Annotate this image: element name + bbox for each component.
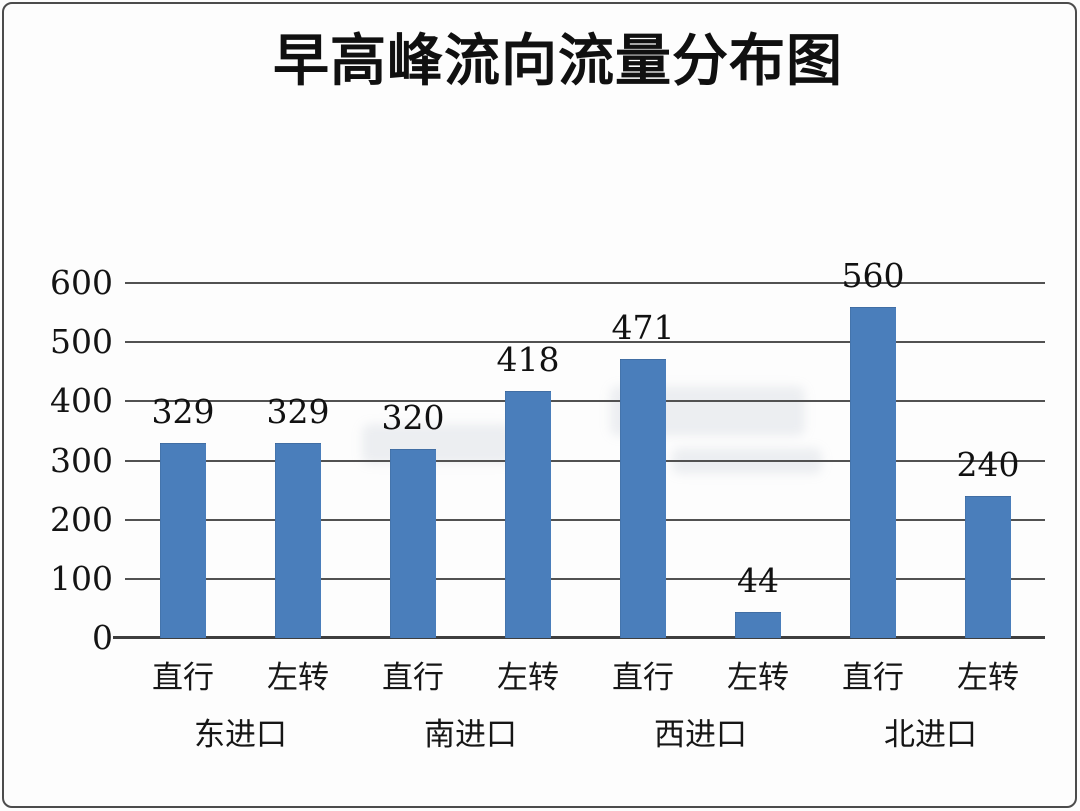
bar-东进口-左转	[275, 443, 321, 638]
plot-area: 0 100 200 300 400 500 600 329 直行 329 左转 320 直行 418 左转 4…	[50, 257, 1045, 753]
gridline-100	[125, 577, 1045, 580]
gridline-500	[125, 341, 1045, 344]
bar-南进口-左转	[505, 390, 551, 638]
bar-value-label: 329	[266, 392, 330, 432]
bar-北进口-左转	[965, 496, 1011, 638]
gridline-300	[125, 459, 1045, 462]
group-label-东进口: 东进口	[194, 717, 287, 753]
bar-value-label: 320	[381, 397, 445, 437]
x-axis-line	[113, 636, 1045, 639]
watermark	[362, 424, 512, 464]
x-axis-tick-label: 直行	[152, 660, 214, 696]
bar-东进口-直行	[160, 443, 206, 638]
gridline-200	[125, 518, 1045, 521]
y-axis-tick-label: 100	[50, 558, 113, 598]
bar-value-label: 560	[841, 255, 905, 295]
chart-title: 早高峰流向流量分布图	[273, 28, 843, 94]
bar-value-label: 471	[611, 308, 675, 348]
x-axis-tick-label: 左转	[727, 660, 789, 696]
group-label-西进口: 西进口	[654, 717, 747, 753]
y-axis-tick-label: 500	[50, 322, 113, 362]
y-axis-tick-label: 200	[50, 499, 113, 539]
bar-西进口-直行	[620, 359, 666, 638]
bar-value-label: 44	[737, 560, 779, 600]
group-label-南进口: 南进口	[424, 717, 517, 753]
bar-北进口-直行	[850, 306, 896, 638]
x-axis-tick-label: 直行	[382, 660, 444, 696]
gridline-600	[125, 282, 1045, 284]
bar-value-label: 329	[151, 392, 215, 432]
x-axis-tick-label: 左转	[497, 660, 559, 696]
y-axis-tick-label: 400	[50, 381, 113, 421]
y-axis-tick-label: 300	[50, 440, 113, 480]
gridline-400	[125, 400, 1045, 403]
bar-南进口-直行	[390, 448, 436, 638]
bar-西进口-左转	[735, 611, 781, 638]
x-axis-tick-label: 直行	[842, 660, 904, 696]
y-axis-tick-label: 600	[50, 263, 113, 302]
bar-value-label: 418	[496, 339, 560, 379]
group-label-北进口: 北进口	[884, 717, 977, 753]
x-axis-tick-label: 左转	[267, 660, 329, 696]
bar-value-label: 240	[956, 445, 1020, 484]
y-axis-tick-label: 0	[92, 618, 113, 657]
x-axis-tick-label: 直行	[612, 660, 674, 696]
x-axis-tick-label: 左转	[957, 660, 1019, 696]
